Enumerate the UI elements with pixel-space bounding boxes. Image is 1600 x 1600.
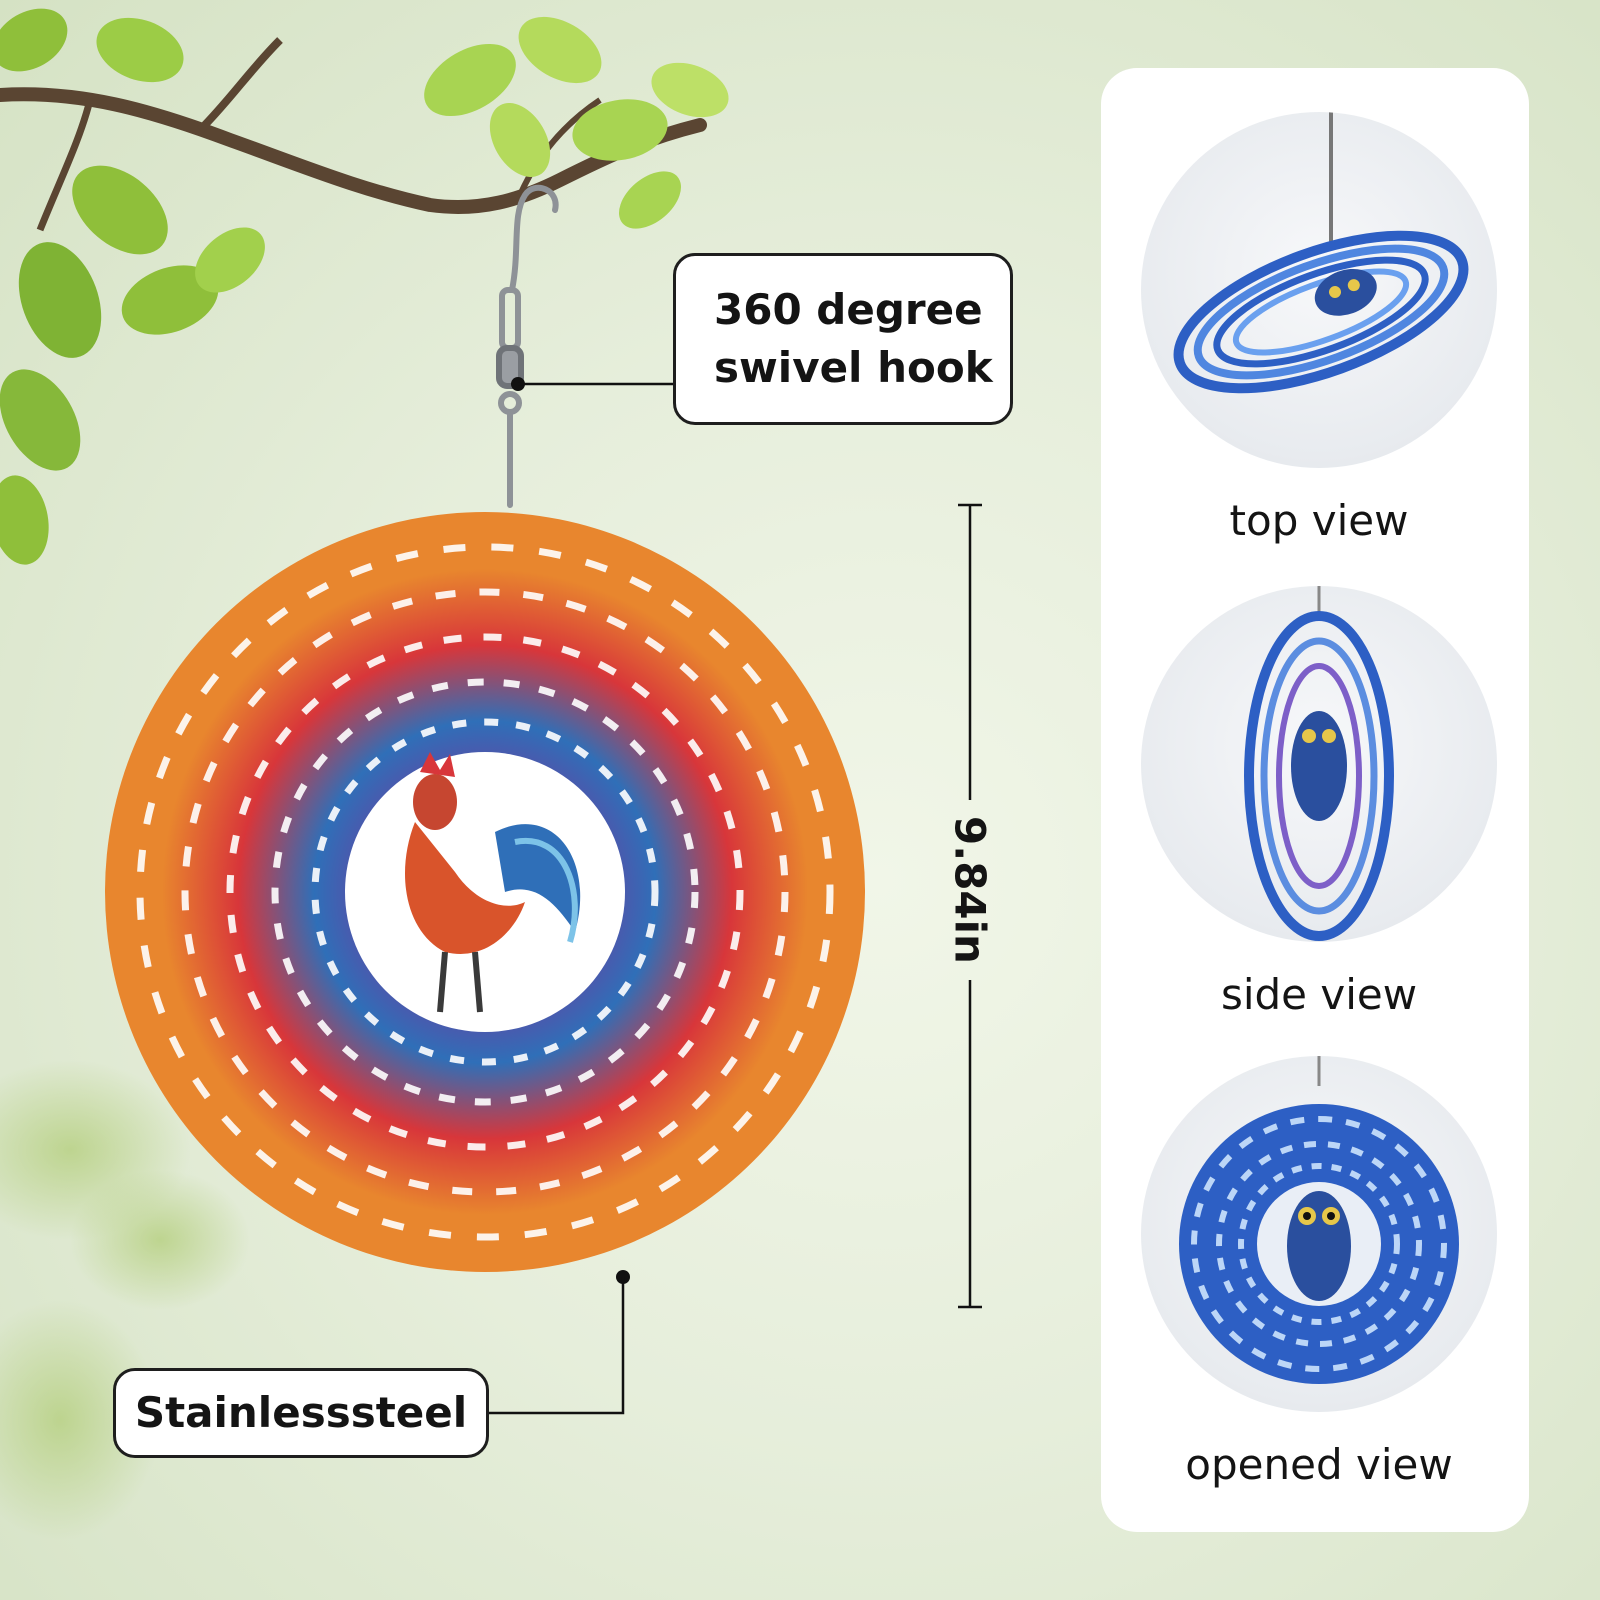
height-dimension-label: 9.84in	[945, 816, 995, 964]
dimension-line	[958, 503, 982, 1309]
side-view-label: side view	[1220, 970, 1418, 1019]
material-callout: Stainlesssteel	[113, 1368, 489, 1458]
swivel-hook-line2: swivel hook	[714, 343, 993, 392]
blurred-leaf	[70, 1170, 250, 1310]
swivel-hook	[496, 184, 559, 508]
swivel-hook-callout: 360 degree swivel hook	[673, 253, 1013, 425]
rooster-center	[405, 752, 581, 1013]
swivel-hook-line1: 360 degree	[714, 285, 983, 334]
blurred-leaf	[0, 1300, 160, 1540]
material-label: Stainlesssteel	[134, 1388, 468, 1437]
wind-spinner	[105, 512, 865, 1272]
top-view: top view	[1141, 112, 1497, 545]
views-panel: top view side view	[1101, 68, 1529, 1532]
top-view-label: top view	[1229, 496, 1409, 545]
owl-spinner-top-view-icon	[1141, 112, 1497, 468]
tree-branch	[0, 37, 707, 232]
opened-view: opened view	[1141, 1056, 1497, 1489]
leaves	[0, 8, 729, 565]
opened-view-label: opened view	[1185, 1440, 1453, 1489]
owl-spinner-opened-view-icon	[1141, 1056, 1497, 1412]
side-view: side view	[1141, 586, 1497, 1019]
owl-spinner-side-view-icon	[1141, 586, 1497, 942]
material-pointer-line	[489, 1277, 625, 1415]
